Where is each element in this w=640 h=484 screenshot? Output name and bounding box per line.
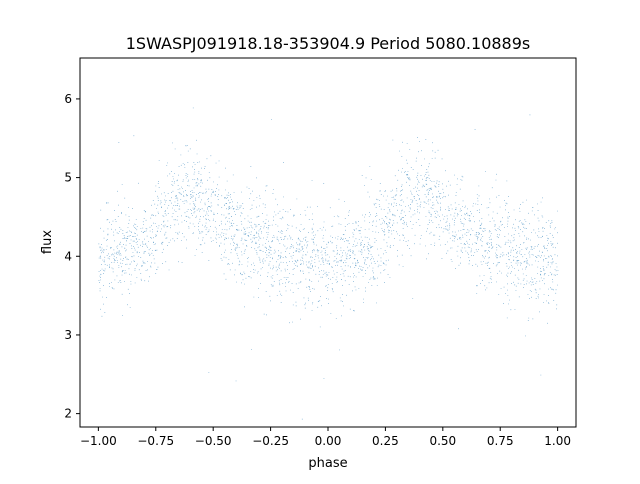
x-tick-label: 0.00: [315, 434, 342, 448]
y-tick-label: 2: [64, 407, 72, 421]
x-tick-label: 1.00: [544, 434, 571, 448]
y-tick-label: 6: [64, 92, 72, 106]
y-axis-label: flux: [40, 230, 55, 254]
chart-title: 1SWASPJ091918.18-353904.9 Period 5080.10…: [126, 34, 531, 53]
x-tick-label: −1.00: [80, 434, 117, 448]
x-tick-label: −0.25: [252, 434, 289, 448]
x-tick-label: 0.50: [429, 434, 456, 448]
x-tick-label: −0.75: [137, 434, 174, 448]
y-tick-label: 4: [64, 249, 72, 263]
x-axis: −1.00 −0.75 −0.50 −0.25 0.00 0.25 0.50 0.75 1.00: [80, 427, 571, 448]
y-axis: 2 3 4 5 6: [64, 92, 80, 421]
y-tick-label: 3: [64, 328, 72, 342]
y-tick-label: 5: [64, 171, 72, 185]
x-tick-label: 0.75: [487, 434, 514, 448]
x-tick-label: −0.50: [195, 434, 232, 448]
x-tick-label: 0.25: [372, 434, 399, 448]
x-axis-label: phase: [308, 456, 347, 471]
